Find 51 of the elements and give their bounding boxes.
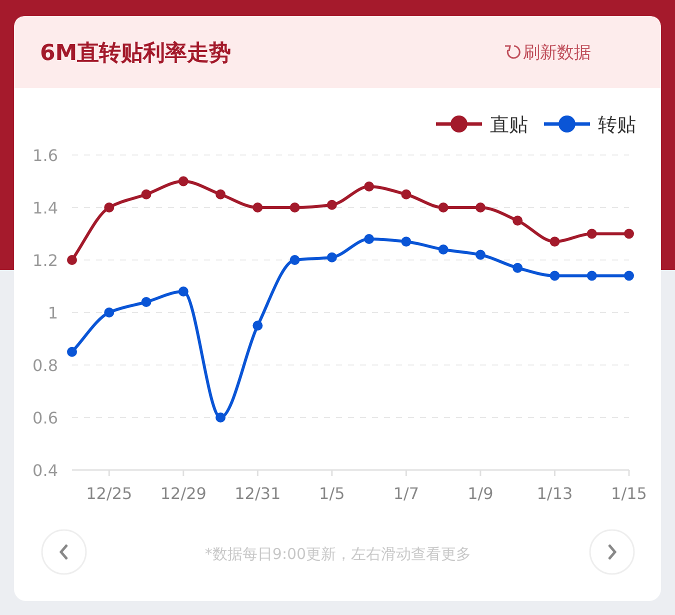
point	[290, 255, 300, 265]
legend-label: 直贴	[490, 114, 528, 136]
y-tick-label: 1.2	[32, 251, 58, 270]
point	[624, 228, 634, 239]
point	[326, 200, 337, 210]
x-tick-label: 1/13	[536, 484, 573, 503]
point	[401, 236, 412, 247]
text: 刷新数据	[523, 43, 591, 63]
y-tick-label: 0.8	[32, 356, 58, 375]
x-tick-label: 12/31	[234, 484, 281, 503]
point	[216, 189, 226, 200]
y-tick-label: 1.4	[32, 198, 58, 218]
point	[104, 202, 114, 212]
chart-title: 6M直转贴利率走势	[40, 40, 232, 66]
point	[216, 412, 226, 422]
x-tick-label: 1/9	[468, 484, 494, 503]
y-tick-label: 0.4	[32, 461, 58, 480]
point	[326, 252, 337, 262]
point	[364, 234, 374, 244]
point	[290, 202, 300, 212]
point	[67, 346, 77, 357]
x-tick-label: 12/29	[160, 484, 206, 503]
point	[178, 286, 188, 296]
point	[550, 236, 560, 247]
point	[364, 182, 374, 192]
x-tick-label: 1/7	[393, 484, 420, 503]
x-tick-label: 1/5	[319, 484, 345, 503]
point	[67, 255, 77, 265]
point	[438, 244, 448, 254]
point	[475, 202, 486, 212]
point	[550, 270, 560, 281]
point	[438, 202, 448, 212]
point	[252, 320, 263, 331]
x-tick-label: 12/25	[86, 484, 132, 503]
point	[586, 270, 597, 281]
y-tick-label: 1	[48, 304, 58, 322]
point	[624, 270, 634, 281]
point	[512, 262, 523, 273]
point	[512, 216, 523, 226]
point	[141, 297, 152, 307]
point	[104, 308, 114, 318]
point	[475, 250, 486, 260]
y-tick-label: 1.6	[32, 146, 58, 165]
point	[586, 228, 597, 239]
legend-label: 转贴	[598, 114, 636, 136]
point	[178, 176, 188, 186]
x-tick-label: 1/15	[611, 484, 647, 503]
point	[252, 202, 263, 212]
y-tick-label: 0.6	[32, 408, 58, 428]
point	[401, 189, 412, 200]
point	[141, 189, 152, 200]
